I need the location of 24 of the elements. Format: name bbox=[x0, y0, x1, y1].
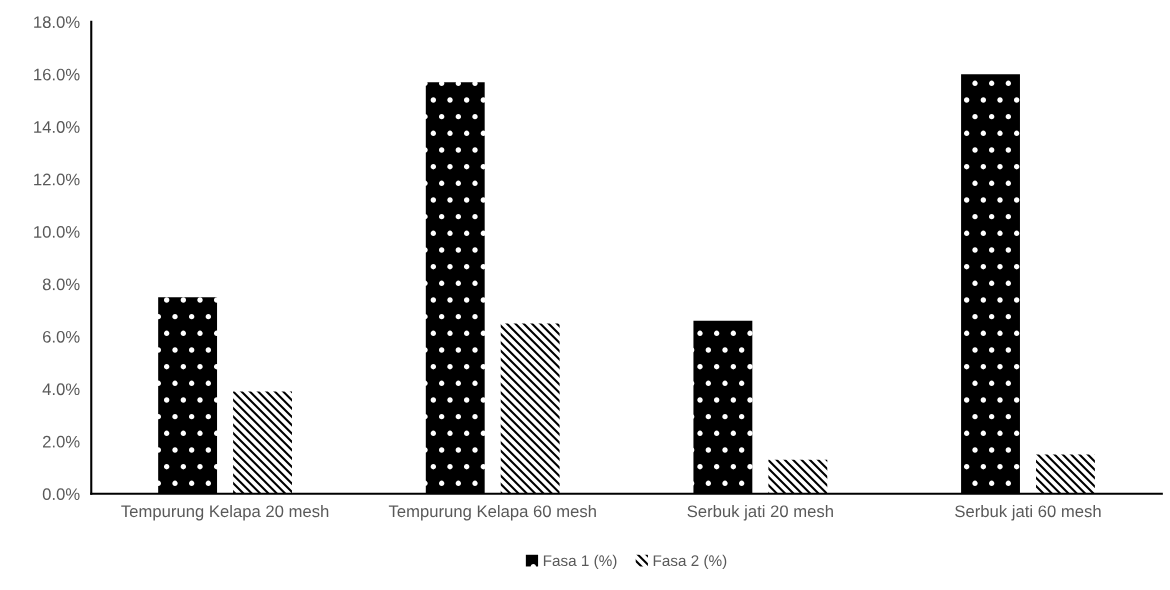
y-tick-label: 8.0% bbox=[42, 278, 80, 291]
bar bbox=[500, 323, 560, 494]
y-tick-label: 12.0% bbox=[34, 173, 80, 186]
bar bbox=[233, 391, 292, 494]
y-tick-label: 6.0% bbox=[43, 330, 80, 343]
legend-label: Fasa 1 (%) bbox=[543, 554, 617, 570]
y-tick-label: 10.0% bbox=[34, 226, 80, 238]
bar bbox=[1036, 454, 1095, 494]
bar bbox=[425, 82, 485, 494]
y-tick-label: 2.0% bbox=[43, 435, 80, 448]
x-tick-label: Tempurung Kelapa 20 mesh bbox=[121, 504, 329, 521]
bar bbox=[961, 74, 1020, 494]
x-tick-label: Tempurung Kelapa 60 mesh bbox=[388, 504, 596, 521]
legend-label: Fasa 2 (%) bbox=[653, 554, 727, 570]
x-tick-label: Serbuk jati 60 mesh bbox=[955, 504, 1101, 521]
y-tick-label: 16.0% bbox=[34, 68, 80, 81]
bar bbox=[158, 297, 218, 494]
y-tick-label: 14.0% bbox=[34, 121, 80, 133]
bar bbox=[693, 320, 753, 494]
y-tick-label: 4.0% bbox=[42, 383, 80, 396]
x-tick-label: Serbuk jati 20 mesh bbox=[687, 504, 833, 521]
y-tick-label: 0.0% bbox=[42, 488, 80, 501]
y-tick-label: 18.0% bbox=[34, 16, 80, 29]
bar bbox=[768, 459, 828, 494]
